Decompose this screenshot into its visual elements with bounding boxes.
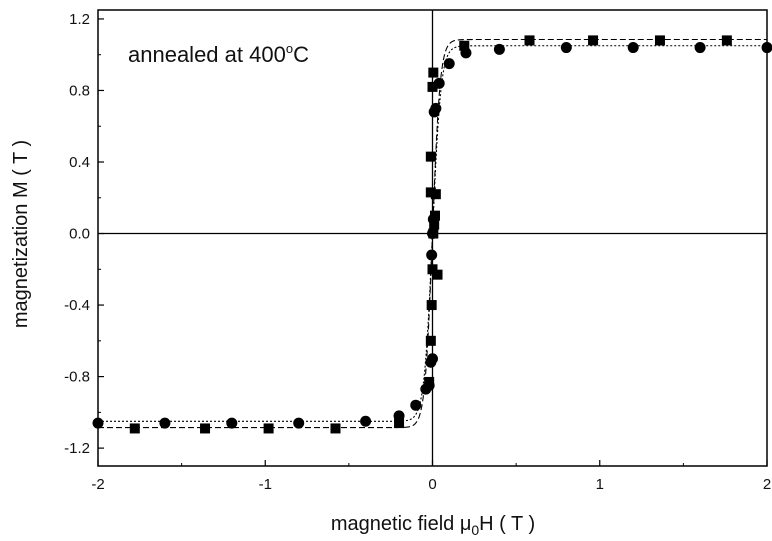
circle-data-point — [443, 58, 455, 70]
square-data-point — [430, 189, 441, 200]
square-data-point — [427, 81, 438, 92]
circle-data-point — [393, 410, 405, 422]
x-tick-label: 2 — [763, 476, 771, 493]
square-data-point — [428, 67, 439, 78]
circle-data-point — [159, 417, 171, 429]
square-data-point — [263, 423, 274, 434]
circle-data-point — [293, 417, 305, 429]
y-axis-title: magnetization M ( T ) — [10, 140, 32, 328]
square-data-point — [200, 423, 211, 434]
square-data-point — [427, 264, 438, 275]
circle-data-point — [427, 353, 438, 365]
square-data-point — [654, 35, 665, 46]
square-data-point — [426, 300, 437, 311]
circle-data-point — [226, 417, 238, 429]
x-axis-title: magnetic field μ0H ( T ) — [331, 513, 535, 538]
circle-data-point — [460, 47, 472, 59]
y-tick-label: 0.8 — [69, 82, 90, 99]
circle-data-point — [427, 228, 438, 240]
circle-data-point — [423, 380, 435, 392]
circle-data-point — [560, 42, 572, 54]
y-tick-label: -1.2 — [64, 440, 90, 457]
y-tick-label: 0.0 — [69, 226, 90, 243]
circle-data-point — [627, 42, 639, 54]
axis-ticks: -2 -1 0 1 2 -1.2 -0.8 -0.4 0.0 0.4 0.8 1.2 — [64, 11, 771, 493]
circle-data-point — [493, 43, 505, 55]
circle-data-point — [410, 399, 422, 411]
square-data-point — [425, 335, 436, 346]
data-markers — [92, 35, 772, 434]
x-tick-label: 1 — [596, 476, 604, 493]
y-tick-label: -0.8 — [64, 369, 90, 386]
circle-data-point — [430, 102, 442, 114]
square-data-point — [394, 418, 405, 429]
y-tick-label: 1.2 — [69, 11, 90, 28]
circle-data-point — [694, 42, 706, 54]
square-data-point — [459, 40, 470, 51]
annotation-text: annealed at 400oC — [128, 41, 309, 67]
circle-data-point — [427, 213, 439, 225]
circle-data-point — [433, 77, 445, 89]
x-tick-label: 0 — [428, 476, 436, 493]
circle-data-point — [360, 415, 372, 427]
square-data-point — [425, 151, 436, 162]
square-data-point — [330, 423, 341, 434]
x-tick-label: -2 — [91, 476, 104, 493]
square-data-point — [129, 423, 140, 434]
y-tick-label: -0.4 — [64, 297, 90, 314]
circle-data-point — [92, 417, 104, 429]
square-data-point — [432, 269, 443, 280]
circle-fit-curve — [98, 45, 767, 422]
x-tick-label: -1 — [259, 476, 272, 493]
circle-data-point — [761, 42, 772, 54]
square-data-point — [721, 35, 732, 46]
square-data-point — [524, 35, 535, 46]
y-tick-label: 0.4 — [69, 154, 90, 171]
square-data-point — [588, 35, 599, 46]
circle-data-point — [426, 249, 438, 261]
square-data-point — [425, 187, 436, 198]
